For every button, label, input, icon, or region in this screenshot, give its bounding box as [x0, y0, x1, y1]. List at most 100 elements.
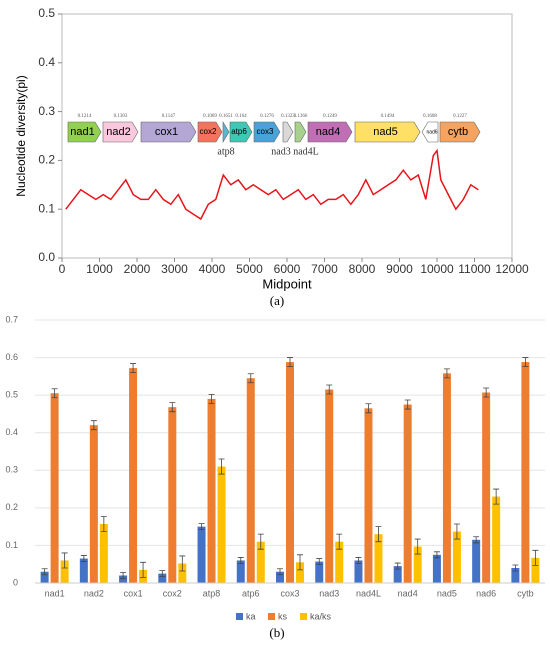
bar: [168, 407, 177, 583]
x-tick-label: atp8: [203, 588, 221, 598]
gene-label: nad4: [316, 126, 340, 138]
bar: [472, 539, 481, 583]
bar: [178, 563, 187, 583]
bar: [89, 425, 98, 583]
gene-arrow: [140, 121, 197, 143]
gene-arrow: [354, 121, 421, 143]
error-bar: [453, 523, 460, 540]
gene-label: nad1: [70, 126, 94, 138]
error-bar: [218, 458, 225, 475]
error-bar: [100, 516, 107, 532]
y-tick-label: 0.2: [5, 502, 18, 512]
error-bar: [522, 357, 529, 367]
gene-arrow: [294, 121, 307, 143]
bar: [432, 554, 441, 583]
error-bar: [336, 533, 343, 550]
x-tick-label: atp6: [242, 588, 260, 598]
gene-label: cox2: [200, 127, 217, 136]
error-bar: [287, 357, 293, 367]
legend-swatch: [268, 613, 275, 620]
y-tick-label: 0.5: [38, 6, 55, 20]
error-bar: [404, 399, 411, 410]
bar: [296, 562, 304, 583]
x-tick-label: 5000: [236, 262, 263, 276]
bar: [40, 571, 49, 583]
bar: [60, 560, 69, 583]
x-tick-label: cox2: [163, 588, 182, 598]
bar: [315, 561, 324, 583]
gene-label: nad3: [271, 146, 290, 157]
bar: [256, 541, 265, 583]
error-bar: [120, 572, 127, 579]
error-bar: [61, 552, 68, 569]
x-tick-label: 1000: [86, 262, 113, 276]
error-bar: [247, 373, 254, 384]
legend-swatch: [236, 613, 243, 620]
gene-pi-label: 0.1323: [281, 114, 295, 119]
y-axis-label: Nucleotide diversity(pi): [14, 75, 28, 196]
bar: [217, 466, 226, 583]
gene-arrow: [421, 121, 439, 143]
x-tick-label: 10000: [420, 262, 454, 276]
gene-arrow: [282, 121, 294, 143]
gene-label: atp8: [217, 146, 234, 157]
y-tick-label: 0.5: [5, 390, 18, 400]
y-tick-label: 0.3: [5, 465, 18, 475]
bar: [236, 560, 245, 583]
x-axis-label: Midpoint: [262, 276, 312, 291]
y-tick-label: 0.1: [38, 201, 55, 215]
legend-label: ka: [246, 611, 256, 621]
error-bar: [130, 363, 137, 373]
bar: [158, 573, 167, 583]
x-tick-label: cox3: [280, 588, 299, 598]
y-tick-label: 0.2: [38, 153, 55, 167]
gene-arrow: [197, 121, 223, 143]
gene-pi-label: 0.1608: [423, 114, 437, 119]
y-tick-label: 0.7: [5, 314, 18, 324]
bar: [511, 567, 520, 583]
error-bar: [51, 388, 58, 399]
error-bar: [159, 570, 166, 578]
error-bar: [473, 536, 480, 544]
error-bar: [532, 549, 539, 566]
bar: [413, 546, 422, 583]
gene-pi-label: 0.164: [235, 114, 247, 119]
gene-arrow: [307, 121, 353, 143]
x-tick-label: nad4: [398, 588, 418, 598]
gene-label: nad4L: [293, 146, 319, 157]
gene-arrow: [229, 121, 253, 143]
bar: [79, 558, 88, 583]
bar: [119, 575, 128, 583]
error-bar: [140, 561, 147, 578]
bar: [335, 541, 344, 583]
bar: [129, 368, 138, 583]
error-bar: [483, 387, 490, 398]
x-tick-label: 9000: [386, 262, 413, 276]
gene-pi-label: 0.1303: [114, 114, 128, 119]
x-tick-label: cytb: [517, 588, 534, 598]
gene-arrow: [253, 121, 281, 143]
x-tick-label: 7000: [311, 262, 338, 276]
error-bar: [365, 403, 372, 414]
error-bar: [179, 555, 186, 572]
caption: (a): [270, 293, 284, 308]
x-tick-label: 6000: [274, 262, 301, 276]
gene-pi-label: 0.1069: [203, 114, 217, 119]
bar: [354, 560, 363, 583]
error-bar: [80, 555, 87, 562]
bar: [492, 496, 501, 583]
gene-pi-label: 0.1651: [219, 114, 233, 119]
x-tick-label: 3000: [161, 262, 188, 276]
x-tick-label: 0: [59, 262, 66, 276]
error-bar: [277, 568, 283, 576]
error-bar: [355, 557, 362, 564]
gene-label: nad5: [373, 126, 397, 138]
bar: [531, 557, 540, 583]
x-tick-label: nad3: [319, 588, 339, 598]
gene-arrow: [439, 121, 481, 143]
bar: [99, 524, 108, 583]
bar: [325, 389, 334, 583]
y-tick-label: 0.4: [38, 55, 55, 69]
